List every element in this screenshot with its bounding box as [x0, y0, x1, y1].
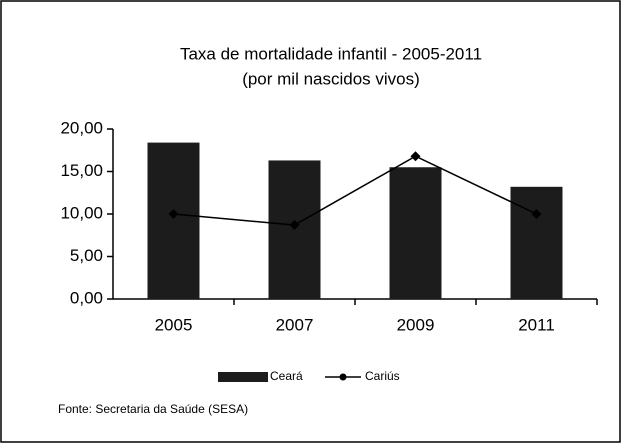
- bar: [147, 142, 200, 299]
- line: [173, 155, 537, 226]
- legend-label: Cariús: [365, 369, 400, 383]
- source: Fonte: Secretaria da Saúde (SESA): [58, 402, 248, 416]
- marker: [531, 209, 542, 219]
- bar: [510, 186, 563, 299]
- x-tick-label: 2005: [155, 315, 193, 334]
- y-tick-label: 10,00: [60, 203, 103, 222]
- legend-label: Ceará: [270, 369, 303, 383]
- y-tick-label: 5,00: [70, 246, 103, 265]
- legend-swatch: [218, 372, 268, 382]
- x-tick-label: 2007: [276, 315, 314, 334]
- y-tick-label: 20,00: [60, 118, 103, 137]
- x-tick-label: 2011: [518, 315, 555, 334]
- bar: [389, 167, 442, 299]
- legend-marker: [339, 373, 347, 381]
- chart-subtitle: (por mil nascidos vivos): [242, 69, 420, 88]
- chart-title: Taxa de mortalidade infantil - 2005-2011: [180, 44, 482, 63]
- marker: [410, 151, 421, 162]
- x-tick-label: 2009: [397, 315, 435, 334]
- y-tick-label: 15,00: [60, 161, 103, 180]
- y-tick-label: 0,00: [70, 288, 103, 307]
- marker: [168, 209, 179, 219]
- marker: [289, 220, 300, 231]
